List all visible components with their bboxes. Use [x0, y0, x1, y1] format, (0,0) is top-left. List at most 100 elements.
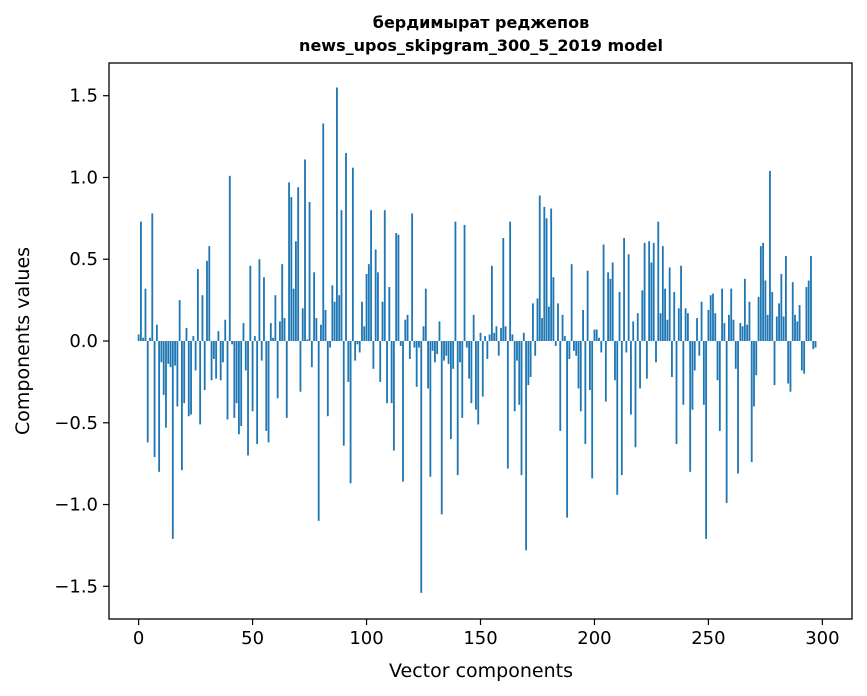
y-tick-label: −1.0 [54, 495, 98, 516]
bar [406, 314, 409, 341]
bar [356, 341, 359, 345]
bar [285, 341, 288, 418]
bar [247, 341, 249, 456]
bar [707, 309, 710, 341]
bar [222, 341, 224, 363]
bar [436, 341, 439, 355]
bar [762, 242, 765, 341]
bar [251, 341, 254, 412]
bar [625, 341, 628, 353]
bar [358, 341, 361, 353]
bar [151, 213, 154, 341]
bar [445, 341, 448, 356]
bar [545, 218, 548, 341]
y-tick-label: 0.0 [69, 331, 98, 352]
bar [315, 318, 318, 341]
bar [541, 318, 543, 341]
bar [668, 267, 671, 341]
bar [413, 341, 416, 348]
bar [308, 202, 311, 341]
bar [534, 341, 537, 356]
bar [532, 303, 534, 341]
bar [397, 234, 400, 341]
bar [495, 326, 498, 341]
bar [226, 341, 229, 420]
bar [682, 341, 685, 405]
bar [317, 341, 320, 521]
bar [805, 287, 808, 341]
bar [493, 332, 496, 341]
bar [468, 341, 471, 379]
bar [643, 242, 646, 341]
bar [787, 341, 790, 384]
bar [810, 255, 812, 341]
bar [734, 341, 737, 369]
bar [475, 341, 477, 410]
bar [349, 341, 352, 484]
bar [730, 288, 733, 341]
bar [479, 332, 482, 341]
bar [563, 336, 566, 341]
bar [215, 341, 218, 379]
bar [203, 341, 206, 391]
bar [680, 265, 682, 341]
bar [557, 303, 559, 341]
bar [470, 341, 473, 404]
bar [422, 326, 425, 341]
bar [791, 282, 794, 341]
bar [370, 210, 373, 341]
bar [798, 305, 801, 341]
bar [196, 269, 199, 341]
bar [365, 273, 368, 341]
bar [231, 341, 233, 345]
bar [272, 337, 275, 341]
bar [488, 334, 491, 341]
bar [351, 167, 354, 341]
bar [142, 337, 145, 341]
bar [411, 213, 414, 341]
bar [190, 341, 192, 415]
bar [741, 326, 744, 341]
bar [773, 341, 776, 386]
bar [477, 341, 480, 425]
bar [185, 327, 188, 341]
x-tick-label: 300 [805, 628, 839, 649]
bar [502, 237, 505, 341]
bar [728, 314, 730, 341]
bar [721, 288, 723, 341]
bar [520, 341, 523, 476]
bar [812, 341, 815, 350]
bar [609, 278, 612, 341]
bar [529, 341, 532, 377]
bar [750, 341, 753, 463]
bar [661, 246, 664, 341]
bar [552, 277, 555, 341]
bar [381, 301, 384, 341]
bar [363, 326, 366, 341]
bar [260, 341, 263, 361]
bar [329, 341, 331, 348]
bar [454, 221, 457, 341]
bar [570, 264, 573, 341]
bar [340, 210, 343, 341]
bar [497, 341, 500, 356]
bar [392, 341, 395, 451]
bar [664, 288, 667, 341]
bar [418, 341, 420, 348]
bar [372, 341, 375, 369]
bar [689, 341, 692, 472]
bar [165, 341, 167, 428]
bar [579, 341, 582, 412]
bar [178, 300, 181, 341]
bar [789, 341, 792, 392]
bar [463, 224, 466, 341]
y-tick-label: 1.5 [69, 86, 98, 107]
bar [659, 313, 662, 341]
bar [345, 152, 347, 341]
bar [338, 295, 341, 341]
bar [253, 336, 256, 341]
bar [208, 246, 211, 341]
bar [279, 321, 281, 341]
bar [194, 341, 197, 371]
bar [347, 341, 350, 382]
